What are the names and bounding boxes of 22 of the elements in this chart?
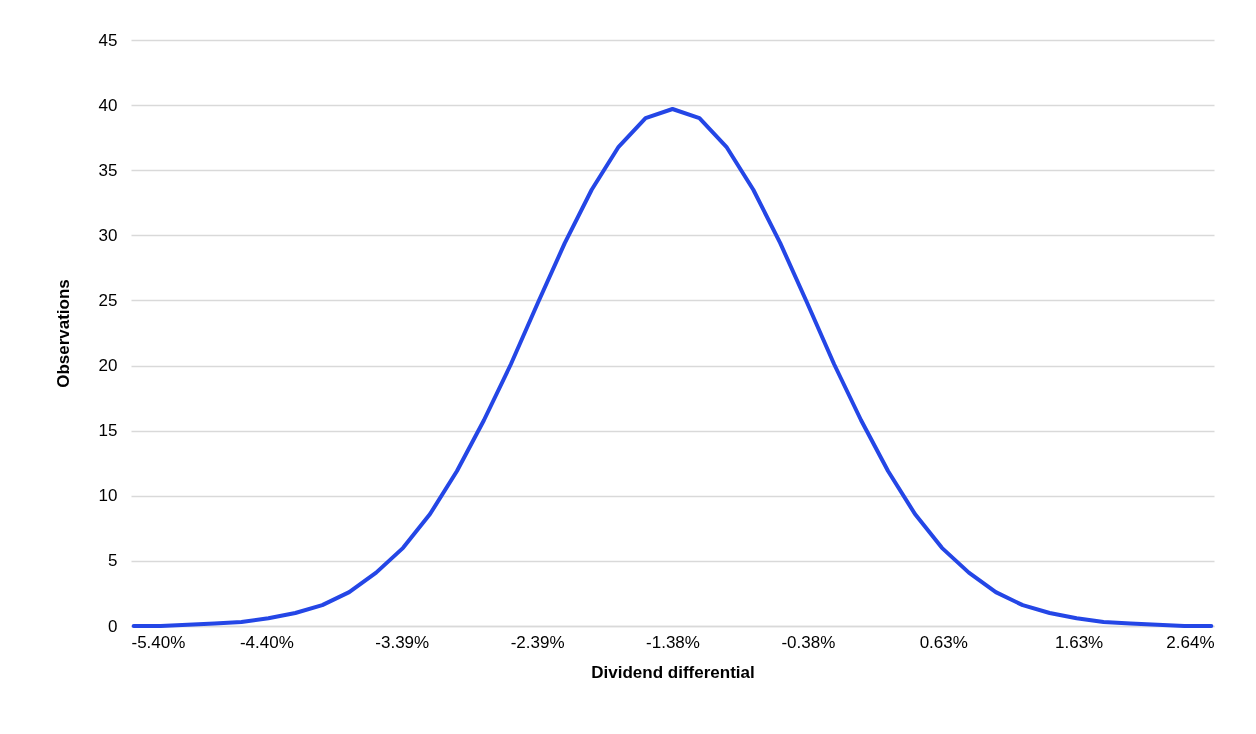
y-tick-label: 35: [98, 160, 118, 180]
y-axis-title: Observations: [53, 279, 73, 388]
y-tick-label: 25: [98, 290, 118, 310]
x-tick-label: -2.39%: [510, 632, 565, 652]
x-tick-label: -3.39%: [375, 632, 430, 652]
line-series: [131, 107, 1214, 628]
y-tick-label: 30: [98, 225, 118, 245]
x-tick-label: 0.63%: [919, 632, 968, 652]
y-tick-label: 40: [98, 95, 118, 115]
y-tick-label: 45: [98, 30, 118, 50]
y-tick-label: 15: [98, 421, 118, 441]
y-tick-label: 5: [108, 551, 118, 571]
y-tick-label: 0: [108, 616, 118, 636]
x-tick-label: -1.38%: [646, 632, 700, 652]
x-tick-label: -4.40%: [239, 632, 294, 652]
y-tick-label: 20: [98, 356, 118, 376]
x-tick-label: -0.38%: [781, 632, 836, 652]
x-tick-label: 2.64%: [1166, 632, 1215, 652]
x-axis-title: Dividend differential: [591, 662, 755, 682]
x-tick-label: 1.63%: [1055, 632, 1104, 652]
y-tick-label: 10: [98, 486, 118, 506]
x-tick-label: -5.40%: [131, 632, 186, 652]
